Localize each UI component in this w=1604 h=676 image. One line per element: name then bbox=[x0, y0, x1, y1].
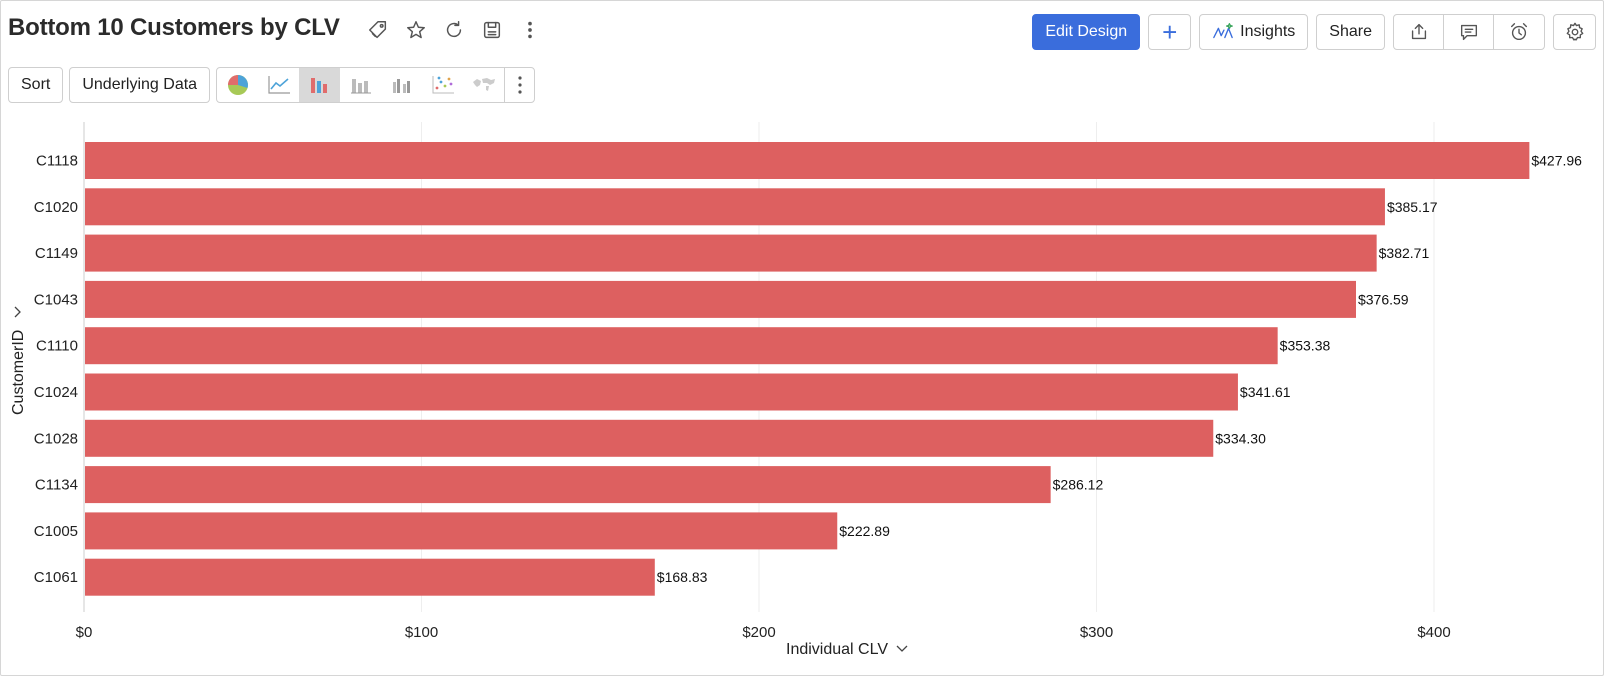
bar-c1028[interactable] bbox=[85, 419, 1214, 457]
category-label: C1118 bbox=[36, 153, 78, 170]
more-vertical-icon[interactable] bbox=[518, 18, 542, 42]
bars bbox=[85, 142, 1530, 596]
bar-c1005[interactable] bbox=[85, 512, 838, 550]
export-icon[interactable] bbox=[1394, 15, 1444, 49]
settings-button[interactable] bbox=[1553, 14, 1596, 50]
data-label: $382.71 bbox=[1379, 245, 1430, 261]
sort-button[interactable]: Sort bbox=[8, 67, 64, 103]
underlying-data-button[interactable]: Underlying Data bbox=[69, 67, 211, 103]
scatter-chart-icon[interactable] bbox=[422, 68, 463, 102]
data-label: $353.38 bbox=[1280, 338, 1331, 354]
bar-c1149[interactable] bbox=[85, 234, 1377, 272]
bar-c1020[interactable] bbox=[85, 188, 1385, 226]
category-label: C1005 bbox=[34, 523, 78, 540]
line-chart-icon[interactable] bbox=[258, 68, 299, 102]
data-label: $334.30 bbox=[1215, 430, 1266, 446]
chart-type-selector bbox=[216, 67, 536, 103]
data-label: $385.17 bbox=[1387, 199, 1438, 215]
bar-c1118[interactable] bbox=[85, 142, 1530, 179]
bar-c1110[interactable] bbox=[85, 327, 1278, 365]
insights-label: Insights bbox=[1240, 23, 1296, 40]
right-toolbar: Edit Design + Insights Share bbox=[1032, 14, 1596, 50]
action-button-group bbox=[1393, 14, 1545, 50]
add-button[interactable]: + bbox=[1148, 14, 1192, 50]
bar-c1134[interactable] bbox=[85, 466, 1051, 504]
category-label: C1024 bbox=[34, 384, 78, 401]
category-labels: C1118 C1020 C1149 C1043 C1110 C1024 C1028 C1134… bbox=[34, 153, 78, 587]
category-label: C1134 bbox=[35, 477, 78, 494]
tag-icon[interactable] bbox=[366, 18, 390, 42]
title-actions bbox=[366, 18, 542, 42]
category-label: C1020 bbox=[34, 199, 78, 216]
x-tick-label: $400 bbox=[1417, 624, 1450, 641]
x-tick-label: $200 bbox=[742, 624, 775, 641]
grouped-bar-icon[interactable] bbox=[381, 68, 422, 102]
bar-c1061[interactable] bbox=[85, 558, 655, 596]
x-axis-title-text: Individual CLV bbox=[786, 641, 888, 658]
gear-icon bbox=[1564, 21, 1586, 43]
data-label: $427.96 bbox=[1531, 153, 1582, 169]
category-label: C1043 bbox=[34, 291, 78, 308]
star-icon[interactable] bbox=[404, 18, 428, 42]
x-axis-chevron-down-icon bbox=[896, 645, 908, 652]
x-axis-title[interactable]: Individual CLV bbox=[786, 641, 908, 658]
data-label: $341.61 bbox=[1240, 384, 1291, 400]
comment-icon[interactable] bbox=[1444, 15, 1494, 49]
more-chart-types-icon[interactable] bbox=[504, 68, 534, 102]
chart-toolbar: Sort Underlying Data bbox=[8, 67, 536, 103]
category-label: C1149 bbox=[35, 245, 78, 262]
category-label: C1110 bbox=[36, 338, 78, 355]
stacked-bar-icon[interactable] bbox=[340, 68, 381, 102]
data-label: $168.83 bbox=[657, 569, 708, 585]
category-label: C1028 bbox=[34, 430, 78, 447]
pie-chart-icon[interactable] bbox=[217, 68, 258, 102]
map-chart-icon[interactable] bbox=[463, 68, 504, 102]
bar-chart-icon[interactable] bbox=[299, 68, 341, 102]
share-button[interactable]: Share bbox=[1316, 14, 1385, 50]
bar-c1024[interactable] bbox=[85, 373, 1238, 411]
data-label: $376.59 bbox=[1358, 291, 1409, 307]
insights-button[interactable]: Insights bbox=[1199, 14, 1309, 50]
page-title: Bottom 10 Customers by CLV bbox=[8, 14, 340, 41]
x-tick-label: $300 bbox=[1080, 624, 1113, 641]
data-labels: $427.96 $385.17 $382.71 $376.59 $353.38 $341.… bbox=[657, 153, 1582, 586]
y-axis-chevron-down-icon bbox=[14, 306, 21, 318]
x-tick-labels: $0 $100 $200 $300 $400 bbox=[76, 624, 1451, 641]
bar-c1043[interactable] bbox=[85, 280, 1356, 318]
refresh-icon[interactable] bbox=[442, 18, 466, 42]
save-icon[interactable] bbox=[480, 18, 504, 42]
data-label: $286.12 bbox=[1053, 477, 1104, 493]
y-axis-title-text: CustomerID bbox=[10, 330, 27, 415]
edit-design-button[interactable]: Edit Design bbox=[1032, 14, 1141, 50]
alarm-icon[interactable] bbox=[1494, 15, 1544, 49]
data-label: $222.89 bbox=[839, 523, 890, 539]
y-axis-title[interactable]: CustomerID bbox=[10, 306, 27, 415]
x-tick-label: $100 bbox=[405, 624, 438, 641]
insights-icon bbox=[1212, 21, 1234, 43]
bar-chart: $427.96 $385.17 $382.71 $376.59 $353.38 $341.… bbox=[10, 122, 1582, 658]
x-tick-label: $0 bbox=[76, 624, 93, 641]
category-label: C1061 bbox=[34, 569, 78, 586]
